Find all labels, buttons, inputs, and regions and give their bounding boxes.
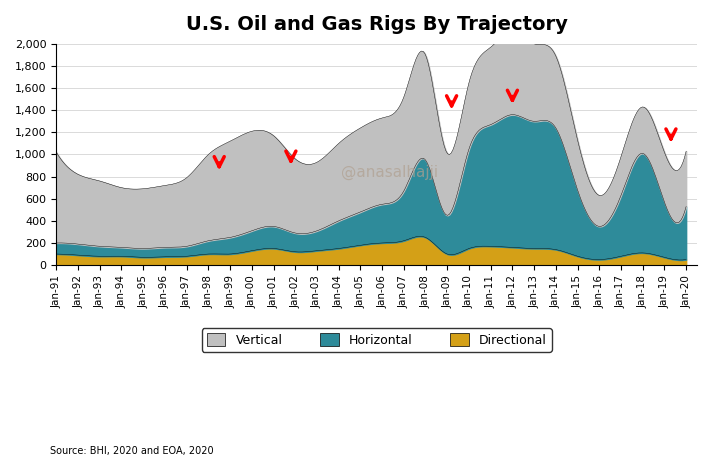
Legend: Vertical, Horizontal, Directional: Vertical, Horizontal, Directional — [201, 328, 552, 352]
Title: U.S. Oil and Gas Rigs By Trajectory: U.S. Oil and Gas Rigs By Trajectory — [186, 15, 567, 34]
Text: @anasalhajji: @anasalhajji — [341, 165, 438, 180]
Text: Source: BHI, 2020 and EOA, 2020: Source: BHI, 2020 and EOA, 2020 — [50, 447, 214, 456]
